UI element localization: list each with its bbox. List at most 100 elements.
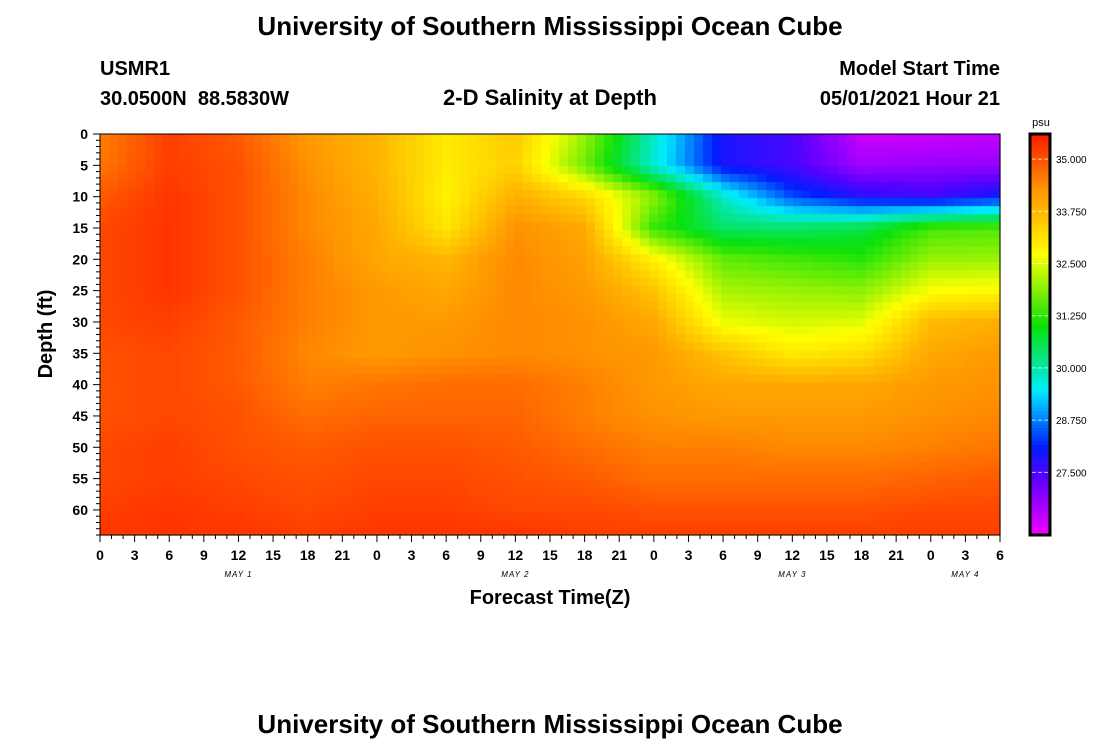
heatmap-cell — [973, 406, 983, 416]
heatmap-cell — [649, 326, 659, 336]
heatmap-cell — [919, 422, 929, 432]
heatmap-cell — [451, 254, 461, 263]
heatmap-cell — [181, 350, 191, 360]
heatmap-cell — [253, 366, 263, 376]
heatmap-cell — [559, 286, 569, 295]
heatmap-cell — [469, 502, 479, 512]
heatmap-cell — [811, 214, 821, 223]
heatmap-cell — [136, 302, 146, 312]
heatmap-cell — [487, 222, 497, 231]
heatmap-cell — [937, 406, 947, 416]
heatmap-cell — [982, 430, 992, 440]
heatmap-cell — [712, 270, 722, 279]
heatmap-cell — [172, 526, 182, 536]
heatmap-cell — [442, 406, 452, 416]
heatmap-cell — [145, 414, 155, 424]
heatmap-cell — [361, 462, 371, 472]
heatmap-cell — [910, 262, 920, 271]
heatmap-cell — [604, 446, 614, 456]
heatmap-cell — [460, 486, 470, 496]
heatmap-cell — [712, 510, 722, 520]
heatmap-cell — [676, 406, 686, 416]
heatmap-cell — [901, 174, 911, 183]
heatmap-cell — [541, 206, 551, 215]
heatmap-cell — [946, 302, 956, 312]
heatmap-cell — [136, 254, 146, 263]
heatmap-cell — [559, 142, 569, 151]
heatmap-cell — [928, 254, 938, 263]
heatmap-cell — [424, 318, 434, 328]
heatmap-cell — [595, 518, 605, 528]
heatmap-cell — [523, 486, 533, 496]
heatmap-cell — [775, 142, 785, 151]
heatmap-cell — [325, 518, 335, 528]
heatmap-cell — [982, 310, 992, 320]
heatmap-cell — [505, 254, 515, 263]
heatmap-cell — [244, 462, 254, 472]
heatmap-cell — [541, 510, 551, 520]
heatmap-cell — [685, 342, 695, 352]
heatmap-cell — [424, 502, 434, 512]
heatmap-cell — [946, 446, 956, 456]
heatmap-cell — [496, 166, 506, 175]
heatmap-cell — [685, 142, 695, 151]
heatmap-cell — [856, 374, 866, 384]
heatmap-cell — [325, 254, 335, 263]
heatmap-cell — [811, 294, 821, 304]
heatmap-cell — [343, 358, 353, 368]
heatmap-cell — [478, 142, 488, 151]
heatmap-cell — [712, 478, 722, 488]
heatmap-cell — [523, 278, 533, 287]
heatmap-cell — [793, 454, 803, 464]
heatmap-cell — [451, 270, 461, 279]
heatmap-cell — [559, 214, 569, 223]
heatmap-cell — [163, 158, 173, 167]
heatmap-cell — [109, 174, 119, 183]
heatmap-cell — [811, 158, 821, 167]
heatmap-cell — [352, 166, 362, 175]
heatmap-cell — [172, 390, 182, 400]
heatmap-cell — [415, 158, 425, 167]
heatmap-cell — [784, 238, 794, 247]
heatmap-cell — [262, 278, 272, 287]
heatmap-cell — [865, 310, 875, 320]
heatmap-cell — [361, 262, 371, 271]
heatmap-cell — [145, 302, 155, 312]
heatmap-cell — [172, 406, 182, 416]
heatmap-cell — [496, 286, 506, 295]
heatmap-cell — [964, 238, 974, 247]
heatmap-cell — [271, 190, 281, 199]
heatmap-cell — [118, 390, 128, 400]
heatmap-cell — [658, 478, 668, 488]
heatmap-cell — [946, 510, 956, 520]
heatmap-cell — [226, 302, 236, 312]
heatmap-cell — [523, 462, 533, 472]
heatmap-cell — [388, 510, 398, 520]
heatmap-cell — [820, 334, 830, 344]
heatmap-cell — [946, 414, 956, 424]
heatmap-cell — [730, 446, 740, 456]
heatmap-cell — [343, 166, 353, 175]
heatmap-cell — [343, 206, 353, 215]
heatmap-cell — [550, 318, 560, 328]
heatmap-cell — [217, 134, 227, 143]
heatmap-cell — [568, 246, 578, 255]
heatmap-cell — [973, 430, 983, 440]
heatmap-cell — [910, 310, 920, 320]
heatmap-cell — [820, 142, 830, 151]
heatmap-cell — [226, 190, 236, 199]
heatmap-cell — [352, 246, 362, 255]
heatmap-cell — [757, 270, 767, 279]
heatmap-cell — [523, 270, 533, 279]
heatmap-cell — [883, 214, 893, 223]
heatmap-cell — [766, 446, 776, 456]
heatmap-cell — [766, 454, 776, 464]
heatmap-cell — [118, 518, 128, 528]
heatmap-cell — [433, 414, 443, 424]
heatmap-cell — [802, 398, 812, 408]
heatmap-cell — [586, 190, 596, 199]
heatmap-cell — [244, 198, 254, 207]
heatmap-cell — [217, 470, 227, 480]
heatmap-cell — [784, 470, 794, 480]
heatmap-cell — [379, 510, 389, 520]
